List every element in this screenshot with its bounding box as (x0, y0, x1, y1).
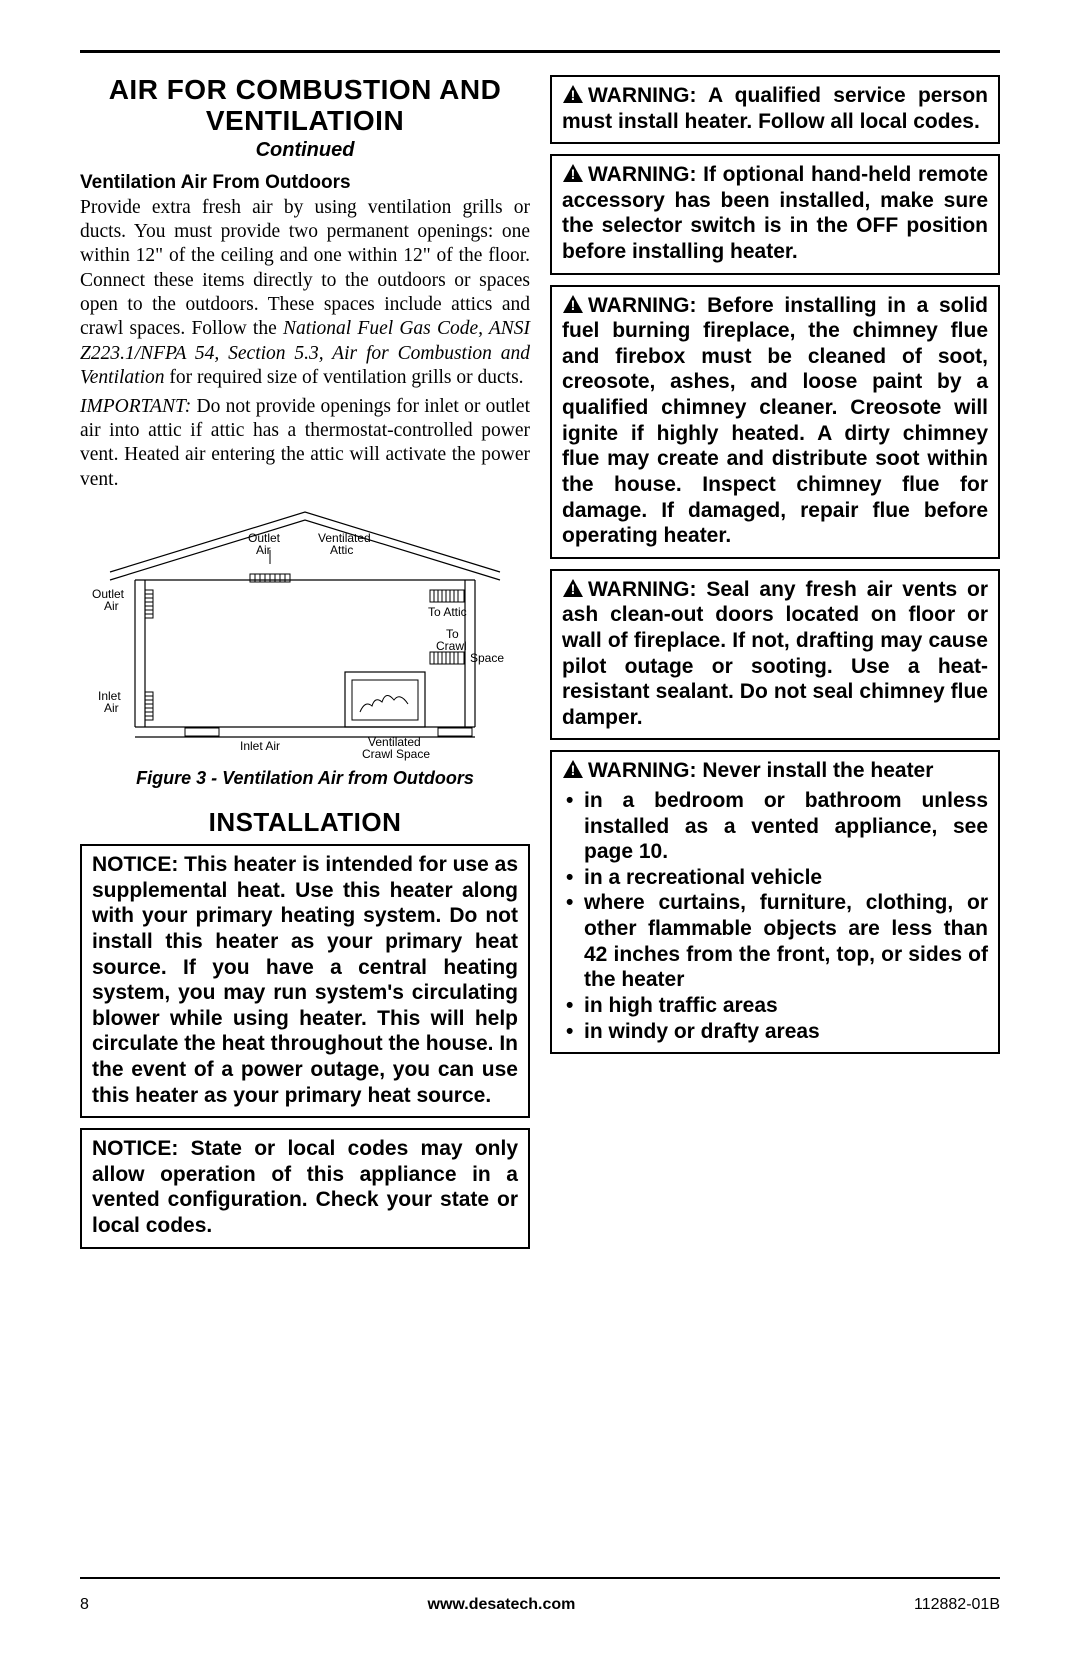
warning-box-2: !WARNING: If optional hand-held remote a… (550, 154, 1000, 274)
warn1-text: !WARNING: A qualified service person mus… (562, 83, 988, 134)
warn5-item: in windy or drafty areas (562, 1019, 988, 1045)
warning-icon: ! (562, 84, 584, 104)
warning-box-1: !WARNING: A qualified service person mus… (550, 75, 1000, 144)
important-paragraph: IMPORTANT: Do not provide openings for i… (80, 395, 530, 493)
svg-text:!: ! (571, 166, 576, 182)
page-number: 8 (80, 1596, 89, 1614)
warn2-text: !WARNING: If optional hand-held remote a… (562, 162, 988, 264)
warning-box-4: !WARNING: Seal any fresh air vents or as… (550, 569, 1000, 741)
notice-box-1: NOTICE: This heater is intended for use … (80, 844, 530, 1118)
warn5-list: in a bedroom or bathroom unless installe… (562, 788, 988, 1044)
svg-text:Air: Air (104, 599, 119, 613)
warning-box-3: !WARNING: Before installing in a solid f… (550, 285, 1000, 559)
svg-text:!: ! (571, 87, 576, 103)
notice2-text: NOTICE: State or local codes may only al… (92, 1136, 518, 1238)
warn5-item: in high traffic areas (562, 993, 988, 1019)
svg-text:Air: Air (104, 701, 119, 715)
svg-text:Space: Space (470, 651, 504, 665)
svg-text:!: ! (571, 297, 576, 313)
warning-icon: ! (562, 163, 584, 183)
left-column: AIR FOR COMBUSTION AND VENTILATIOIN Cont… (80, 75, 530, 1540)
svg-text:Crawl: Crawl (436, 639, 467, 653)
para1-b: for required size of ventilation grills … (165, 367, 524, 388)
warn5-item: in a bedroom or bathroom unless installe… (562, 788, 988, 865)
svg-text:Attic: Attic (330, 543, 353, 557)
main-content: AIR FOR COMBUSTION AND VENTILATIOIN Cont… (80, 50, 1000, 1540)
installation-heading: INSTALLATION (80, 807, 530, 838)
footer-url: www.desatech.com (428, 1596, 576, 1614)
label-to-attic: To Attic (428, 605, 467, 619)
notice1-text: NOTICE: This heater is intended for use … (92, 852, 518, 1108)
warning-icon: ! (562, 294, 584, 314)
svg-text:Crawl Space: Crawl Space (362, 747, 430, 761)
warning-box-5: !WARNING: Never install the heater in a … (550, 750, 1000, 1054)
ventilation-diagram: Outlet Air Ventilated Attic Outlet Air T… (90, 502, 520, 762)
svg-text:Air: Air (256, 543, 271, 557)
right-column: !WARNING: A qualified service person mus… (550, 75, 1000, 1540)
notice-box-2: NOTICE: State or local codes may only al… (80, 1128, 530, 1248)
continued-label: Continued (80, 139, 530, 162)
warn5-lead: !WARNING: Never install the heater (562, 758, 988, 784)
section-heading: AIR FOR COMBUSTION AND VENTILATIOIN (80, 75, 530, 137)
warn5-item: where curtains, furniture, clothing, or … (562, 890, 988, 992)
svg-text:!: ! (571, 762, 576, 778)
warning-icon: ! (562, 759, 584, 779)
label-inlet-air-bottom: Inlet Air (240, 739, 280, 753)
warn4-text: !WARNING: Seal any fresh air vents or as… (562, 577, 988, 731)
figure-caption: Figure 3 - Ventilation Air from Outdoors (80, 768, 530, 789)
warn3-text: !WARNING: Before installing in a solid f… (562, 293, 988, 549)
warning-icon: ! (562, 578, 584, 598)
svg-text:!: ! (571, 581, 576, 597)
page-footer: 8 www.desatech.com 112882-01B (80, 1588, 1000, 1614)
important-label: IMPORTANT: (80, 396, 191, 417)
subheading: Ventilation Air From Outdoors (80, 172, 530, 194)
doc-id: 112882-01B (914, 1596, 1000, 1614)
warn5-item: in a recreational vehicle (562, 865, 988, 891)
ventilation-paragraph: Provide extra fresh air by using ventila… (80, 196, 530, 391)
